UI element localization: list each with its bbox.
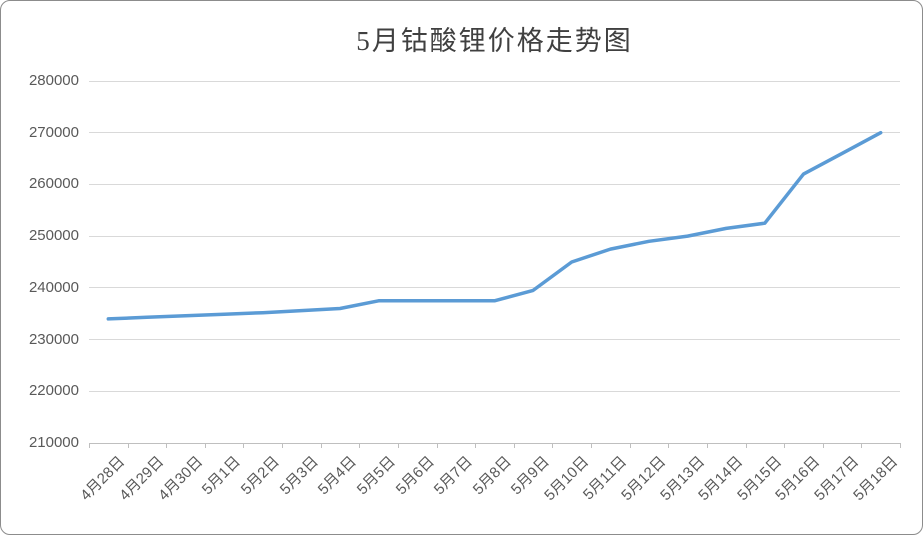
gridline <box>89 287 900 289</box>
x-tick-mark <box>784 443 786 448</box>
gridline <box>89 339 900 341</box>
x-tick-label: 5月4日 <box>315 453 361 499</box>
x-tick-mark <box>745 443 747 448</box>
x-tick-mark <box>204 443 206 448</box>
x-tick-label: 5月7日 <box>430 453 477 499</box>
y-tick-label: 260000 <box>28 175 79 193</box>
x-tick-mark <box>706 443 708 448</box>
y-tick-label: 210000 <box>28 434 79 451</box>
x-tick-label: 5月1日 <box>199 453 245 499</box>
x-tick-mark <box>513 443 515 448</box>
x-tick-mark <box>243 443 245 448</box>
gridline <box>89 132 900 134</box>
x-tick-mark <box>166 443 168 448</box>
x-tick-mark <box>89 443 90 448</box>
plot-area <box>89 80 900 444</box>
x-tick-mark <box>552 443 554 448</box>
x-tick-mark <box>436 443 438 448</box>
x-tick-label: 5月3日 <box>276 453 322 499</box>
price-line <box>106 130 883 321</box>
x-tick-mark <box>822 443 824 448</box>
gridline <box>89 183 900 185</box>
gridline <box>89 390 900 392</box>
x-tick-mark <box>282 443 284 448</box>
x-tick-mark <box>127 443 129 448</box>
x-axis-line <box>89 442 900 444</box>
y-tick-label: 280000 <box>28 72 79 89</box>
x-tick-label: 5月2日 <box>237 453 283 499</box>
x-tick-mark <box>900 443 901 448</box>
x-tick-label: 5月6日 <box>392 453 438 499</box>
y-tick-label: 220000 <box>28 382 79 400</box>
x-tick-mark <box>359 443 361 448</box>
y-tick-label: 230000 <box>28 330 79 348</box>
x-tick-mark <box>397 443 399 448</box>
x-tick-mark <box>475 443 477 448</box>
x-tick-mark <box>320 443 322 448</box>
y-tick-label: 240000 <box>28 278 79 296</box>
x-tick-mark <box>668 443 670 448</box>
x-tick-mark <box>591 443 593 448</box>
x-tick-label: 5月5日 <box>353 453 399 499</box>
gridline <box>89 235 900 237</box>
gridline <box>89 80 900 82</box>
y-tick-label: 250000 <box>28 227 79 245</box>
chart-title: 5月钴酸锂价格走势图 <box>356 26 633 56</box>
price-line-series <box>106 130 883 321</box>
x-tick-mark <box>629 443 631 448</box>
x-tick-mark <box>861 443 863 448</box>
y-tick-label: 270000 <box>28 123 79 141</box>
x-tick-label: 5月8日 <box>469 453 515 499</box>
